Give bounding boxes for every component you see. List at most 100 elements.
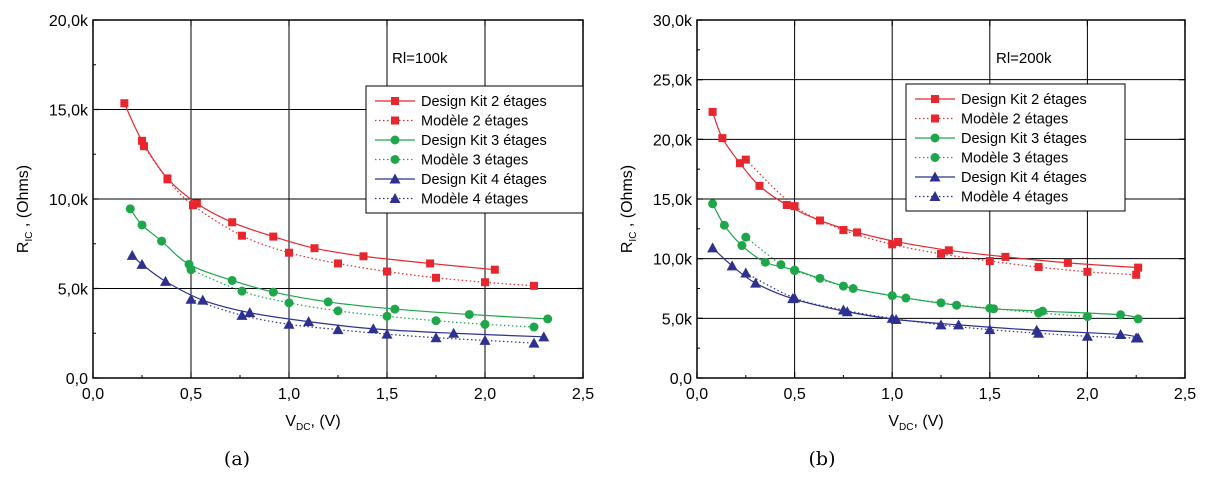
data-point	[481, 278, 489, 287]
data-point	[334, 259, 342, 268]
data-point	[1033, 327, 1045, 338]
legend-label: Design Kit 3 étages	[421, 133, 547, 149]
x-tick-label: 0,0	[686, 386, 708, 403]
series-line	[123, 102, 495, 271]
data-point	[740, 267, 752, 278]
legend: Design Kit 2 étages Modèle 2 étages Design…	[905, 83, 1126, 212]
series-group	[707, 242, 1144, 343]
legend-label: Design Kit 4 étages	[961, 170, 1087, 186]
data-point	[985, 257, 994, 266]
legend: Design Kit 2 étages Modèle 2 étages Design…	[365, 85, 584, 214]
data-point	[333, 306, 343, 316]
data-point	[735, 159, 744, 168]
data-point	[707, 242, 719, 253]
data-point	[741, 155, 750, 164]
legend-label: Design Kit 2 étages	[421, 94, 547, 110]
legend-marker	[930, 133, 940, 143]
data-point	[285, 248, 293, 257]
y-tick-label: 5,0k	[662, 311, 693, 328]
data-point	[1132, 270, 1141, 279]
data-point	[886, 312, 898, 323]
data-point	[464, 309, 474, 319]
series-line	[745, 236, 1088, 318]
data-point	[323, 297, 333, 307]
data-point	[383, 267, 391, 276]
data-point	[382, 311, 392, 321]
data-point	[1063, 258, 1072, 267]
data-point	[359, 252, 368, 261]
figure-caption: (a)	[224, 448, 250, 470]
data-point	[718, 134, 727, 143]
data-point	[126, 249, 138, 260]
annotation-label: Rl=100k	[392, 50, 448, 67]
y-tick-label: 20,0k	[653, 132, 693, 149]
data-point	[125, 204, 135, 214]
data-point	[269, 232, 278, 241]
data-point	[160, 275, 172, 286]
chart-panel: 0,0 0,5 1,0 1,5 2,0 2,5 0,0 5,0k 10,0k 15,0k 20,0k…	[15, 13, 594, 470]
x-tick-label: 2,0	[1076, 386, 1098, 403]
data-point	[1001, 252, 1010, 261]
data-point	[479, 334, 491, 345]
data-point	[1116, 310, 1126, 320]
series-group	[708, 199, 1143, 324]
data-point	[367, 323, 379, 334]
legend-box	[905, 83, 1126, 212]
data-point	[935, 319, 947, 330]
data-point	[137, 220, 147, 230]
data-point	[157, 236, 167, 246]
data-point	[839, 226, 848, 235]
data-point	[789, 292, 801, 303]
data-point	[227, 275, 237, 285]
series-group	[741, 155, 1141, 279]
data-point	[741, 232, 751, 242]
legend-label: Design Kit 2 étages	[961, 92, 1087, 108]
legend-label: Modèle 4 étages	[961, 190, 1068, 206]
data-point	[310, 244, 319, 253]
data-point	[1130, 332, 1142, 343]
data-point	[490, 265, 499, 274]
legend-marker	[389, 193, 401, 203]
legend-marker	[391, 116, 399, 125]
data-point	[237, 286, 247, 296]
data-point	[237, 231, 246, 240]
data-point	[448, 327, 460, 338]
data-point	[1115, 328, 1127, 339]
data-point	[837, 304, 849, 315]
x-tick-label: 1,0	[881, 386, 903, 403]
legend-marker	[390, 155, 400, 164]
y-axis-label: RIC , (Ohms)	[619, 165, 639, 253]
figure-caption: (b)	[809, 448, 836, 470]
series-line	[712, 203, 1139, 320]
data-point	[480, 319, 490, 329]
data-point	[228, 218, 237, 227]
data-point	[1082, 312, 1092, 322]
data-point	[776, 260, 786, 270]
series-line	[745, 272, 1137, 339]
series-line	[129, 208, 548, 320]
data-point	[760, 257, 770, 267]
x-tick-label: 1,5	[979, 386, 1001, 403]
y-tick-label: 10,0k	[49, 192, 89, 209]
data-point	[283, 318, 295, 329]
data-point	[303, 316, 315, 327]
x-tick-label: 0,5	[180, 386, 202, 403]
y-tick-label: 30,0k	[653, 13, 693, 30]
data-point	[136, 258, 148, 269]
legend-marker	[930, 153, 940, 162]
plot-frame	[696, 19, 1186, 379]
legend-label: Modèle 3 étages	[961, 151, 1068, 167]
data-point	[1133, 314, 1143, 324]
data-point	[426, 259, 435, 268]
series-line	[712, 247, 1139, 339]
data-point	[1083, 267, 1092, 276]
series-group	[186, 265, 539, 332]
data-point	[381, 328, 393, 339]
data-point	[163, 175, 172, 184]
data-point	[719, 220, 729, 230]
y-tick-label: 0,0	[670, 371, 692, 388]
x-axis-label: VDC, (V)	[285, 413, 340, 433]
y-tick-label: 5,0k	[58, 282, 89, 299]
data-point	[944, 246, 953, 255]
